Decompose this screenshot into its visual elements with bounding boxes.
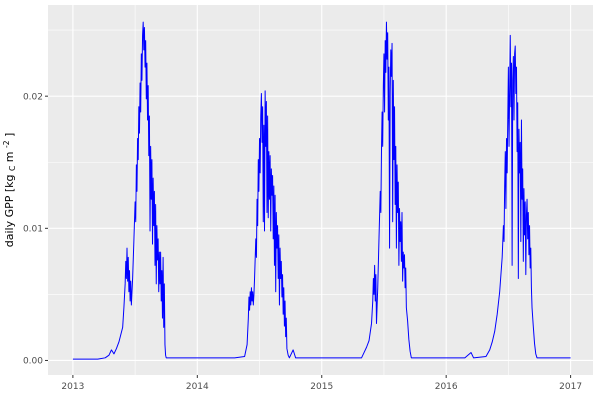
y-axis-tick-marks: [45, 95, 48, 361]
gpp-line-series: [72, 21, 571, 360]
y-axis-title-unit: m: [3, 152, 16, 163]
x-tick-label: 2013: [61, 382, 84, 392]
x-axis-tick-labels: 2013 2014 2015 2016 2017: [61, 382, 582, 392]
x-tick-label: 2016: [435, 382, 458, 392]
x-tick-label: 2014: [186, 382, 209, 392]
plot-panel: [48, 5, 593, 375]
y-tick-label: 0.00: [23, 357, 43, 367]
y-axis-tick-labels: 0.00 0.01 0.02: [23, 92, 43, 366]
x-tick-label: 2015: [310, 382, 333, 392]
y-axis-title: daily GPP [kg C m -2 ]: [0, 133, 18, 248]
y-axis-title-superscript: -2: [2, 140, 11, 148]
y-axis-title-subscript: C: [8, 166, 17, 171]
y-axis-title-close-bracket: ]: [3, 133, 16, 137]
x-axis-tick-marks: [72, 375, 572, 378]
y-axis-title-main: daily GPP [kg: [3, 174, 16, 247]
y-tick-label: 0.02: [23, 92, 43, 102]
x-tick-label: 2017: [559, 382, 582, 392]
y-tick-label: 0.01: [23, 225, 43, 235]
major-gridlines: [48, 5, 593, 375]
